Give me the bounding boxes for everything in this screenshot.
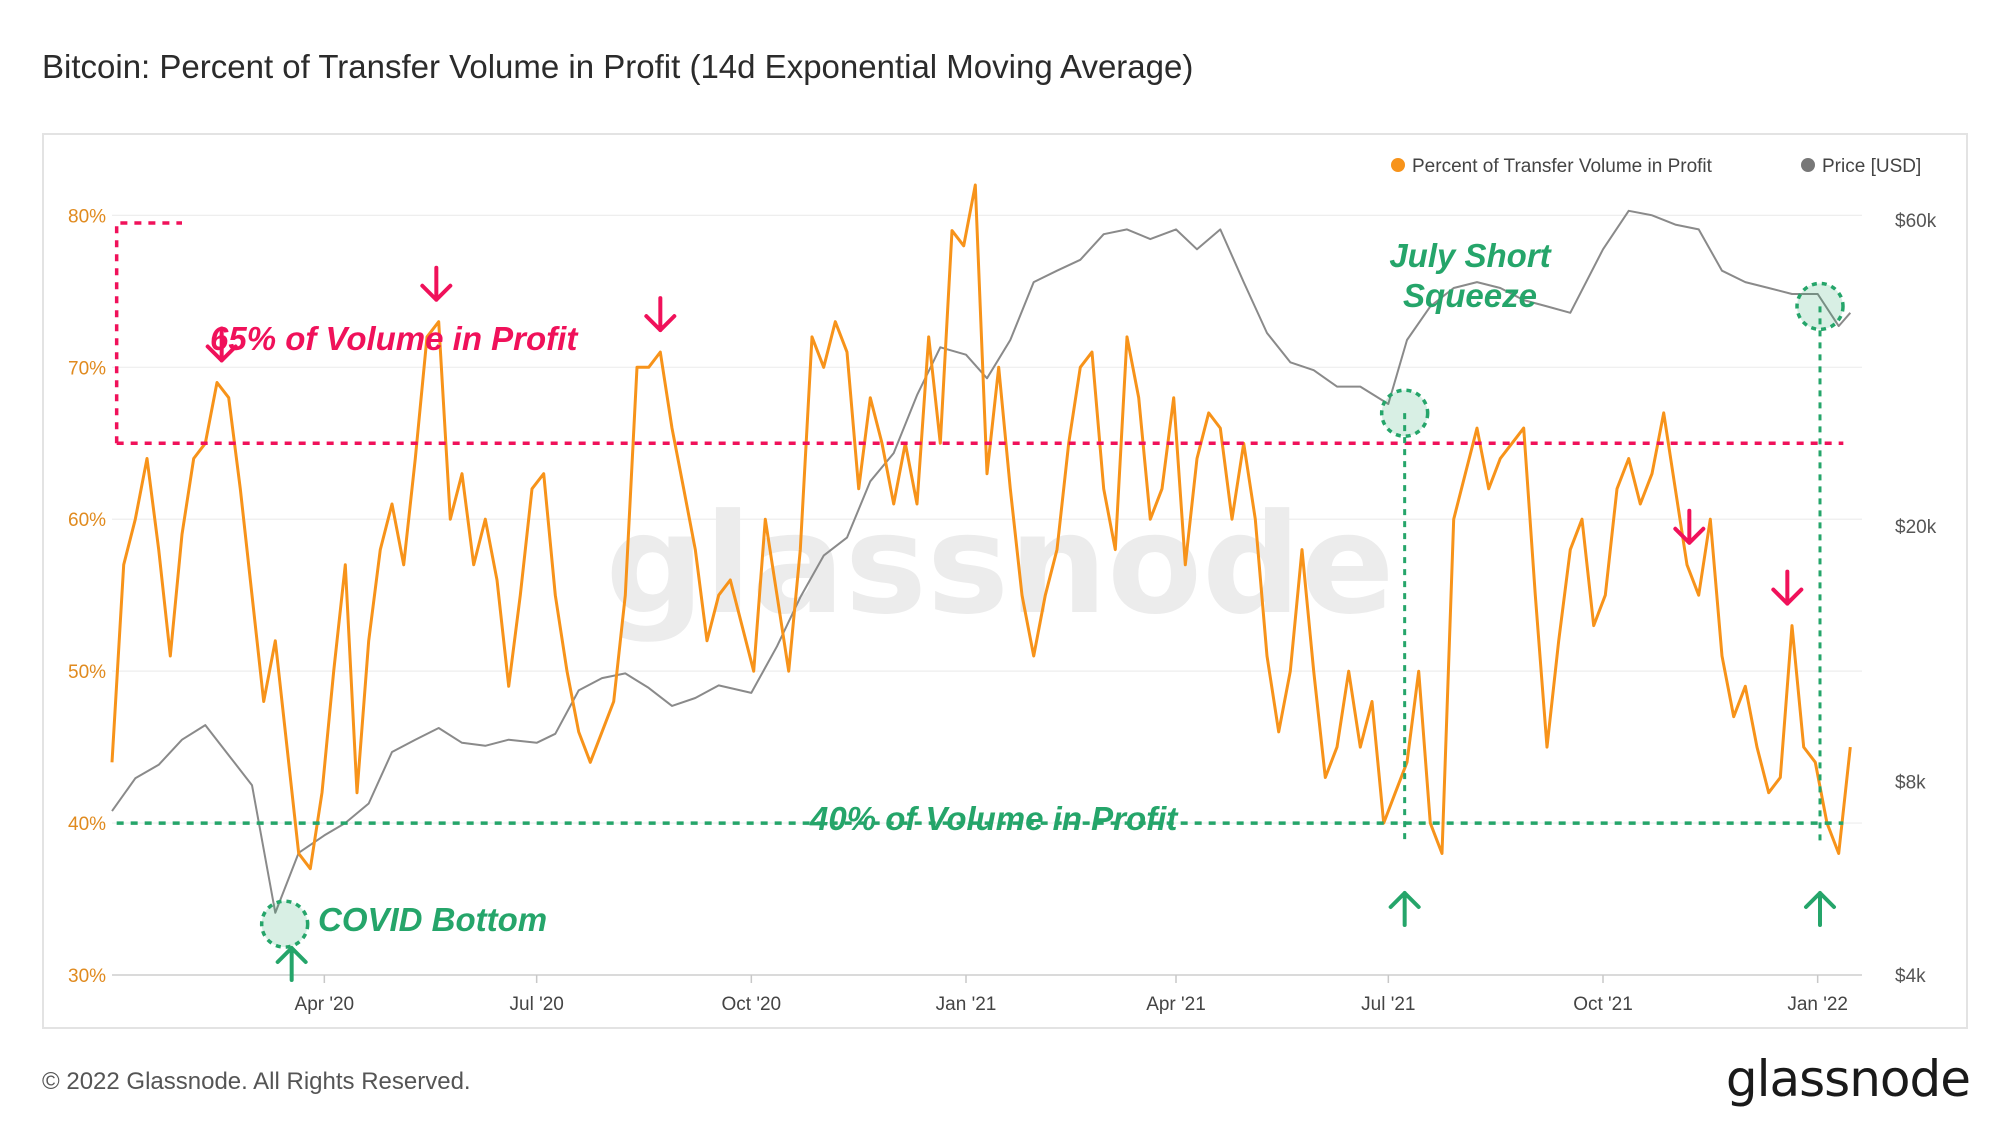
y-left-tick-label: 70% — [68, 358, 106, 379]
red-down-arrow — [420, 265, 453, 302]
copyright-text: © 2022 Glassnode. All Rights Reserved. — [42, 1068, 471, 1095]
legend-price-marker — [1801, 158, 1815, 172]
covid-bottom-label: COVID Bottom — [318, 901, 547, 938]
red-down-arrow — [1771, 569, 1804, 606]
chart-title: Bitcoin: Percent of Transfer Volume in P… — [42, 48, 1194, 85]
y-right-tick-label: $4k — [1895, 966, 1926, 987]
legend-price-label: Price [USD] — [1822, 156, 1921, 177]
july-squeeze-label-line1: July Short — [1389, 237, 1552, 274]
legend-profit-marker — [1391, 158, 1405, 172]
x-tick-label: Oct '21 — [1573, 994, 1633, 1015]
threshold-65-bracket — [114, 221, 182, 444]
green-up-arrow — [1388, 891, 1421, 927]
watermark-text: glassnode — [606, 484, 1395, 645]
green-up-arrow — [275, 946, 308, 982]
glassnode-logo: glassnode — [1725, 1050, 1971, 1108]
event-circle-marker — [1379, 388, 1430, 438]
july-squeeze-label-line2: Squeeze — [1403, 277, 1537, 314]
chart-frame — [42, 133, 1968, 1029]
y-left-tick-label: 40% — [68, 814, 106, 835]
x-tick-label: Jul '21 — [1361, 994, 1415, 1015]
y-right-tick-label: $20k — [1895, 517, 1937, 538]
x-tick-label: Oct '20 — [722, 994, 782, 1015]
x-tick-label: Apr '20 — [295, 994, 355, 1015]
green-up-arrow — [1804, 891, 1836, 927]
y-right-tick-label: $8k — [1895, 773, 1926, 794]
y-left-tick-label: 80% — [68, 206, 106, 227]
legend-profit-label: Percent of Transfer Volume in Profit — [1412, 156, 1713, 177]
red-down-arrow — [644, 296, 677, 333]
threshold-40-label: 40% of Volume in Profit — [809, 800, 1179, 837]
y-left-tick-label: 30% — [68, 966, 106, 987]
price-series-line — [111, 209, 1852, 914]
x-tick-label: Apr '21 — [1146, 994, 1206, 1015]
y-left-tick-label: 50% — [68, 662, 106, 683]
y-right-tick-label: $60k — [1895, 211, 1937, 232]
x-tick-label: Jan '22 — [1787, 994, 1848, 1015]
red-down-arrow — [205, 326, 238, 363]
profit-series-line — [110, 183, 1852, 871]
y-left-tick-label: 60% — [68, 510, 106, 531]
threshold-65-label: 65% of Volume in Profit — [210, 320, 579, 357]
red-down-arrow — [1673, 508, 1706, 545]
x-tick-label: Jul '20 — [510, 994, 564, 1015]
event-circle-marker — [1795, 281, 1845, 332]
x-tick-label: Jan '21 — [936, 994, 997, 1015]
event-circle-marker — [259, 899, 310, 949]
